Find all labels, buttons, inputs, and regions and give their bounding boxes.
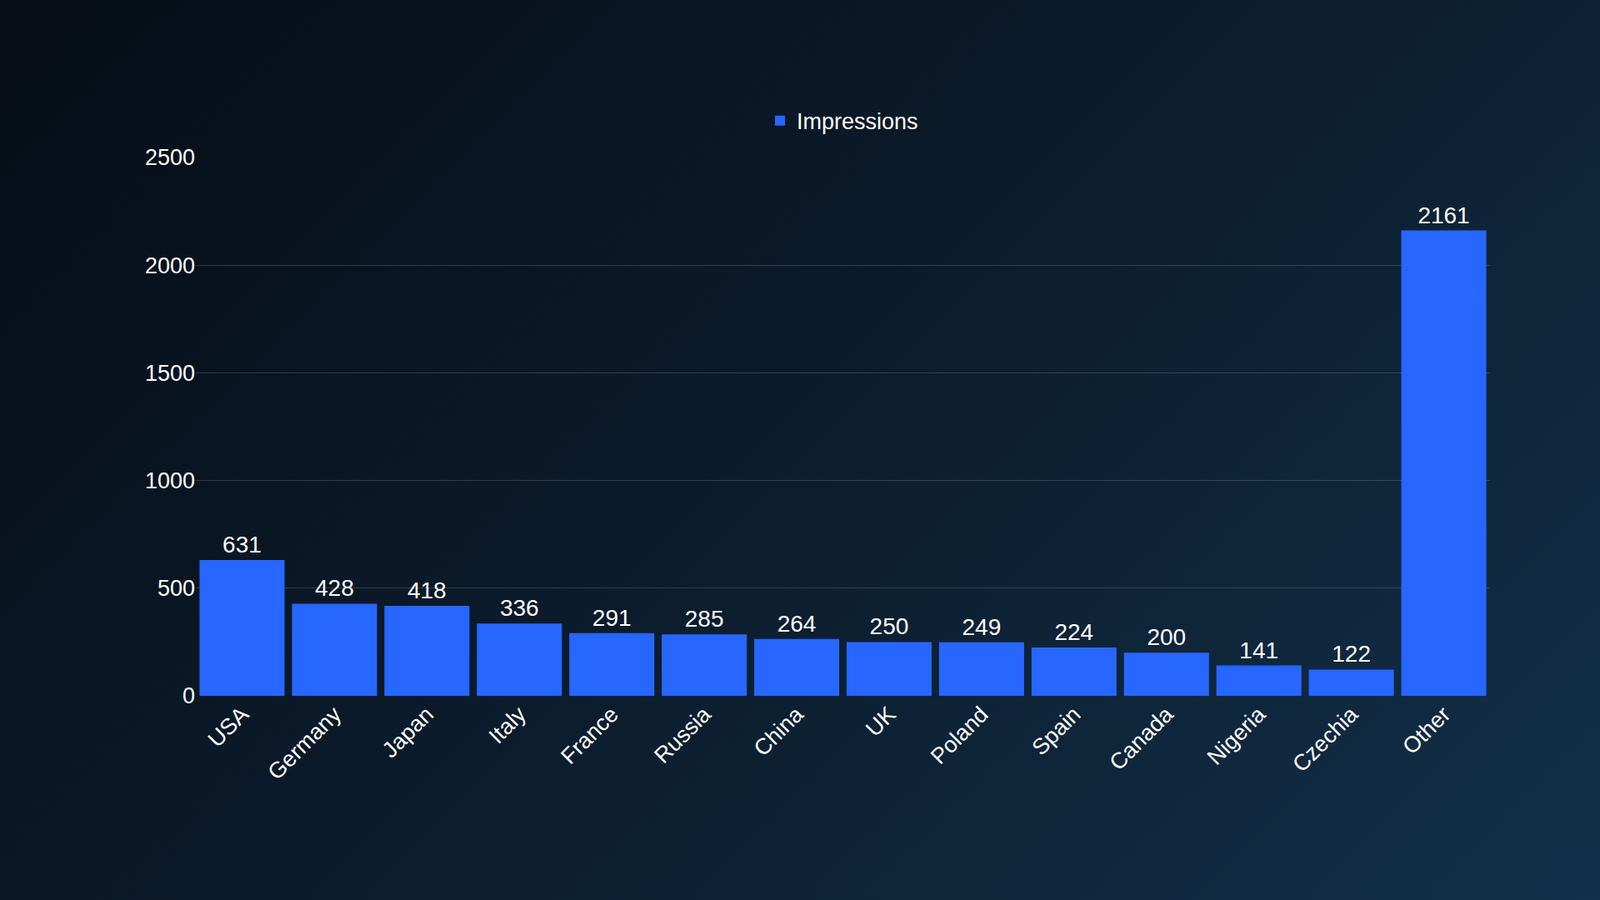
svg-text:Canada: Canada [1104, 700, 1179, 775]
svg-text:249: 249 [962, 614, 1002, 640]
svg-text:2161: 2161 [1417, 202, 1470, 229]
svg-text:1500: 1500 [145, 360, 195, 386]
svg-text:UK: UK [860, 701, 901, 742]
svg-text:336: 336 [500, 595, 540, 621]
svg-text:285: 285 [685, 605, 725, 632]
svg-text:Poland: Poland [925, 701, 994, 770]
svg-text:500: 500 [157, 575, 195, 601]
svg-text:250: 250 [870, 613, 910, 640]
svg-text:Other: Other [1397, 701, 1455, 760]
svg-text:2000: 2000 [145, 253, 195, 279]
svg-text:China: China [749, 700, 810, 761]
svg-text:Germany: Germany [262, 701, 346, 785]
svg-text:428: 428 [315, 575, 355, 601]
svg-text:122: 122 [1331, 640, 1371, 667]
svg-text:631: 631 [222, 531, 262, 558]
svg-text:1000: 1000 [145, 468, 195, 494]
svg-text:Czechia: Czechia [1287, 700, 1364, 777]
svg-text:Impressions: Impressions [796, 109, 919, 135]
svg-text:141: 141 [1239, 637, 1279, 664]
svg-text:USA: USA [203, 701, 254, 752]
svg-text:France: France [555, 701, 624, 770]
svg-text:Russia: Russia [649, 700, 716, 768]
svg-text:291: 291 [592, 605, 632, 631]
svg-text:224: 224 [1054, 619, 1094, 645]
svg-text:Italy: Italy [484, 701, 532, 750]
svg-text:200: 200 [1146, 624, 1186, 650]
svg-text:Nigeria: Nigeria [1202, 700, 1271, 770]
svg-text:2500: 2500 [145, 145, 195, 170]
svg-text:Spain: Spain [1027, 701, 1086, 760]
svg-text:264: 264 [777, 610, 817, 637]
svg-text:Japan: Japan [377, 701, 439, 763]
svg-text:418: 418 [407, 577, 447, 604]
svg-text:0: 0 [182, 683, 195, 709]
